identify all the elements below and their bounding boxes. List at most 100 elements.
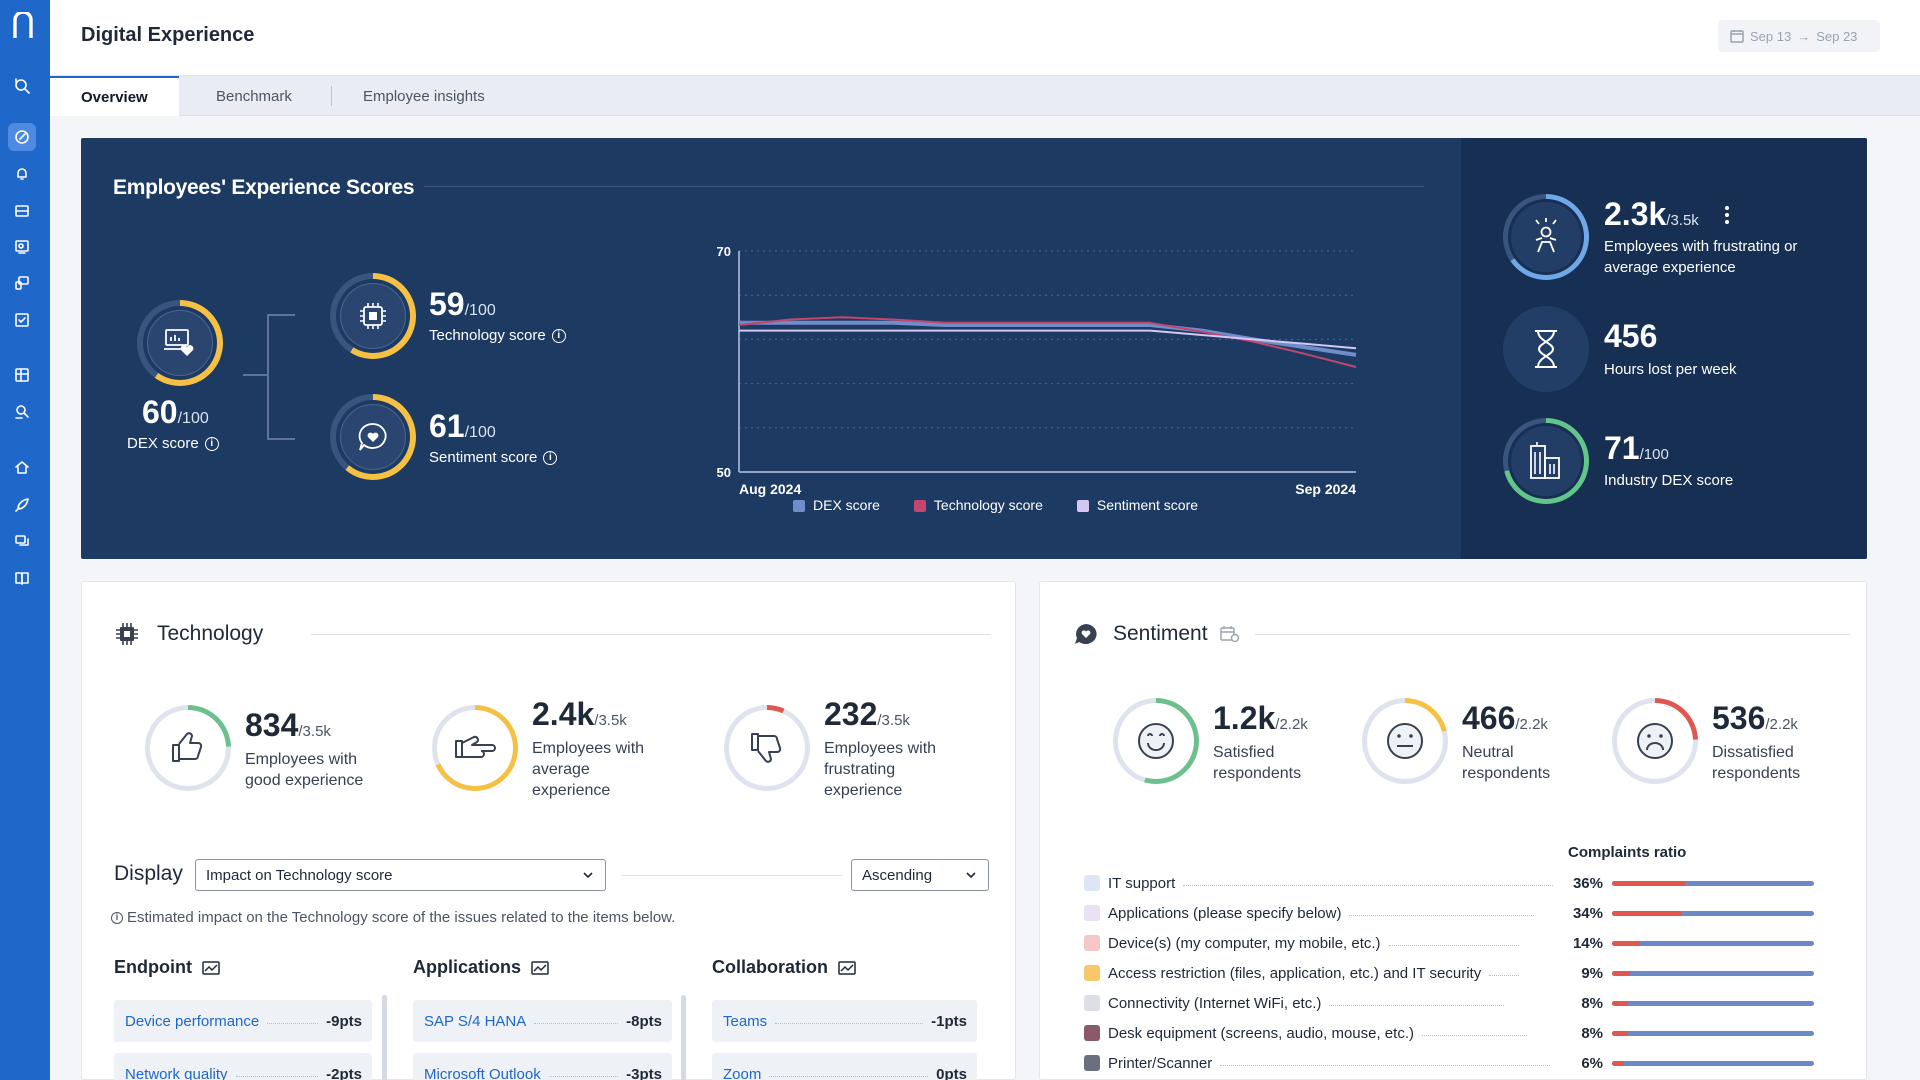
technology-score-label: Technology score	[429, 327, 546, 344]
neutral-denominator: /2.2k	[1515, 716, 1548, 733]
endpoint-item[interactable]: Device performance -9pts	[114, 1000, 372, 1042]
kpi-frustrated-denominator: /3.5k	[1666, 212, 1699, 229]
applications-scrollbar[interactable]	[681, 995, 686, 1080]
complaint-row[interactable]: Desk equipment (screens, audio, mouse, e…	[1084, 1021, 1824, 1045]
item-points: -1pts	[931, 1012, 967, 1030]
remote-actions-icon[interactable]	[11, 457, 33, 479]
alerts-bell-icon[interactable]	[11, 163, 33, 185]
legend-sentiment-score[interactable]: Sentiment score	[1076, 497, 1198, 513]
complaint-label: Desk equipment (screens, audio, mouse, e…	[1108, 1024, 1414, 1042]
sentiment-score-gauge	[330, 394, 416, 480]
users-search-icon[interactable]	[11, 236, 33, 258]
trend-chart-icon[interactable]	[531, 961, 549, 975]
experience-dashboard-icon[interactable]	[8, 123, 36, 151]
info-icon[interactable]: i	[204, 437, 219, 452]
page-title: Digital Experience	[81, 24, 255, 46]
item-name: Network quality	[125, 1065, 228, 1080]
sentiment-score-label: Sentiment score	[429, 449, 538, 466]
surveys-icon[interactable]	[11, 309, 33, 331]
complaint-row[interactable]: Device(s) (my computer, my mobile, etc.)…	[1084, 931, 1824, 955]
search-history-icon[interactable]	[11, 75, 33, 97]
nexthink-logo-icon[interactable]	[11, 12, 35, 40]
complaint-percent: 14%	[1572, 934, 1603, 952]
application-item[interactable]: SAP S/4 HANA -8pts	[413, 1000, 672, 1042]
tab-employee-insights[interactable]: Employee insights	[363, 87, 485, 105]
legend-swatch-dex	[793, 500, 805, 513]
info-icon[interactable]: i	[551, 329, 566, 344]
tab-bar: Overview Benchmark Employee insights	[50, 76, 1920, 116]
item-points: -3pts	[626, 1065, 662, 1080]
display-label: Display	[114, 862, 183, 885]
kpi-industry-dex-label: Industry DEX score	[1604, 472, 1734, 489]
trend-chart-icon[interactable]	[838, 961, 856, 975]
campaigns-rocket-icon[interactable]	[11, 494, 33, 516]
frustrating-experience-label: Employees with frustrating experience	[824, 740, 937, 799]
inbox-icon[interactable]	[11, 200, 33, 222]
application-item[interactable]: Microsoft Outlook -3pts	[413, 1053, 672, 1080]
frustrating-experience-denominator: /3.5k	[877, 712, 910, 729]
kpi-more-menu-icon[interactable]	[1725, 206, 1729, 224]
date-range-picker[interactable]: Sep 13 → Sep 23	[1718, 20, 1880, 52]
trend-chart-icon[interactable]	[202, 961, 220, 975]
info-icon[interactable]: i	[111, 911, 123, 924]
satisfied-value: 1.2k	[1213, 700, 1276, 736]
sort-order-select[interactable]: Ascending	[851, 859, 989, 891]
complaint-row[interactable]: Connectivity (Internet WiFi, etc.) 8%	[1084, 991, 1824, 1015]
complaint-row[interactable]: Printer/Scanner 6%	[1084, 1051, 1824, 1075]
legend-label-dex: DEX score	[813, 497, 880, 513]
title-divider	[1255, 634, 1850, 635]
display-metric-value: Impact on Technology score	[206, 866, 393, 884]
tab-benchmark[interactable]: Benchmark	[216, 87, 292, 105]
library-book-icon[interactable]	[11, 567, 33, 589]
complaint-percent: 6%	[1581, 1054, 1603, 1072]
scores-trend-chart: 70 50 Aug 2024 Sep 2024	[717, 244, 1357, 497]
sidebar	[0, 0, 50, 1080]
complaints-ratio-title: Complaints ratio	[1568, 844, 1687, 861]
endpoint-scrollbar[interactable]	[382, 995, 387, 1080]
tab-overview[interactable]: Overview	[50, 76, 179, 116]
average-experience-value: 2.4k	[532, 696, 595, 732]
complaint-row[interactable]: IT support 36%	[1084, 871, 1824, 895]
complaint-row[interactable]: Applications (please specify below) 34%	[1084, 901, 1824, 925]
complaint-percent: 9%	[1581, 964, 1603, 982]
x-tick-label: Aug 2024	[739, 481, 801, 497]
satisfied-denominator: /2.2k	[1275, 716, 1308, 733]
calendar-icon	[1730, 30, 1744, 43]
applications-icon	[1084, 905, 1100, 921]
date-arrow-icon: →	[1797, 28, 1811, 44]
applications-grid-icon[interactable]	[11, 364, 33, 386]
good-experience-value: 834	[245, 707, 299, 743]
item-points: -2pts	[326, 1065, 362, 1080]
page-header: Digital Experience Sep 13 → Sep 23	[50, 0, 1920, 76]
title-divider	[424, 186, 1424, 187]
complaint-row[interactable]: Access restriction (files, application, …	[1084, 961, 1824, 985]
complaint-ratio-fill	[1612, 1061, 1625, 1066]
devices-icon[interactable]	[11, 272, 33, 294]
workflows-chat-icon[interactable]	[11, 530, 33, 552]
satisfied-gauge	[1113, 698, 1199, 784]
calendar-settings-icon[interactable]	[1220, 625, 1240, 643]
complaint-ratio-bar	[1612, 971, 1814, 976]
technology-score-gauge	[330, 273, 416, 359]
investigations-icon[interactable]	[11, 401, 33, 423]
frustrated-person-icon	[1535, 218, 1557, 253]
complaint-ratio-fill	[1612, 971, 1631, 976]
collaboration-item[interactable]: Teams -1pts	[712, 1000, 977, 1042]
endpoint-item[interactable]: Network quality -2pts	[114, 1053, 372, 1080]
complaint-ratio-fill	[1612, 941, 1641, 946]
legend-dex-score[interactable]: DEX score	[793, 497, 880, 513]
good-experience-denominator: /3.5k	[298, 723, 331, 740]
display-metric-select[interactable]: Impact on Technology score	[195, 859, 606, 891]
legend-technology-score[interactable]: Technology score	[913, 497, 1043, 513]
impact-note: i Estimated impact on the Technology sco…	[111, 909, 675, 926]
hand-sideways-icon	[455, 735, 496, 758]
legend-label-technology: Technology score	[933, 497, 1043, 513]
sentiment-score-denominator: /100	[464, 424, 496, 441]
info-icon[interactable]: i	[543, 451, 558, 466]
chat-heart-icon	[358, 423, 387, 451]
collaboration-item[interactable]: Zoom 0pts	[712, 1053, 977, 1080]
complaint-ratio-fill	[1612, 1001, 1629, 1006]
date-from: Sep 13	[1750, 28, 1792, 44]
dissatisfied-label: Dissatisfied respondents	[1712, 744, 1801, 782]
title-divider	[311, 634, 991, 635]
